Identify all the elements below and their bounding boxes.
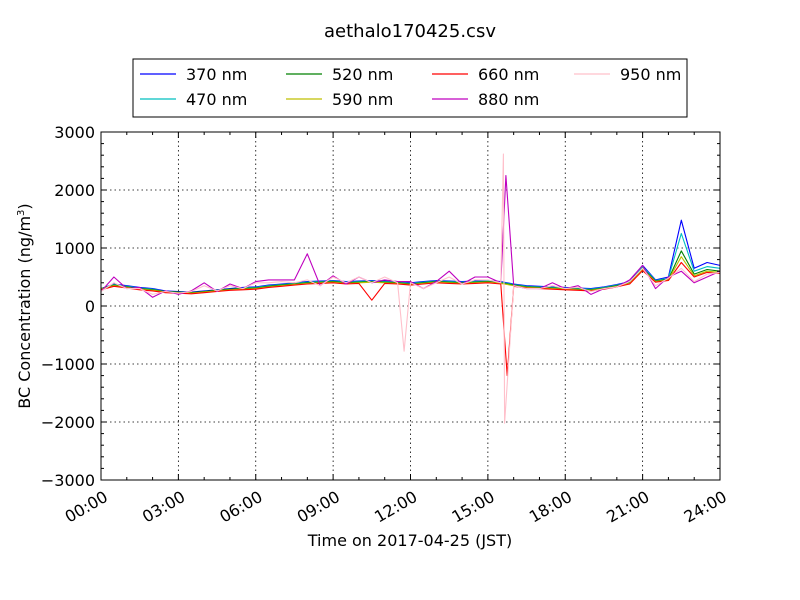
x-tick-label: 12:00 [371,487,420,527]
legend-label: 470 nm [186,90,247,109]
legend-label: 590 nm [332,90,393,109]
y-tick-label: −3000 [41,471,95,490]
series-line-660-nm [100,261,721,377]
y-axis-label: BC Concentration (ng/m3) [15,203,34,408]
x-tick-label: 24:00 [681,487,730,527]
series-line-950-nm [100,153,721,424]
legend-label: 370 nm [186,65,247,84]
x-tick-label: 03:00 [139,487,188,527]
legend-label: 520 nm [332,65,393,84]
y-tick-label: −1000 [41,355,95,374]
y-tick-label: 1000 [54,239,95,258]
x-tick-label: 15:00 [448,487,497,527]
y-tick-label: −2000 [41,413,95,432]
legend-box [132,58,688,118]
series-lines [100,153,721,424]
y-tick-label: 3000 [54,123,95,142]
plot-frame [100,131,721,481]
legend-label: 660 nm [478,65,539,84]
y-axis-label-superscript: 3 [16,210,27,216]
legend: 370 nm 470 nm 520 nm 590 nm 660 nm 880 nm 950 … [132,58,688,118]
y-axis-label-close: ) [15,203,34,209]
x-tick-label: 06:00 [216,487,265,527]
x-tick-label: 09:00 [294,487,343,527]
grid-lines [101,132,720,480]
y-axis-label-main: BC Concentration (ng/m [15,216,34,409]
x-axis-label: Time on 2017-04-25 (JST) [307,531,512,550]
chart-title: aethalo170425.csv [324,21,496,42]
x-tick-label: 21:00 [603,487,652,527]
y-tick-label: 0 [85,297,95,316]
y-tick-label: 2000 [54,181,95,200]
legend-label: 880 nm [478,90,539,109]
x-tick-label: 00:00 [62,487,111,527]
legend-label: 950 nm [620,65,681,84]
x-tick-label: 18:00 [526,487,575,527]
